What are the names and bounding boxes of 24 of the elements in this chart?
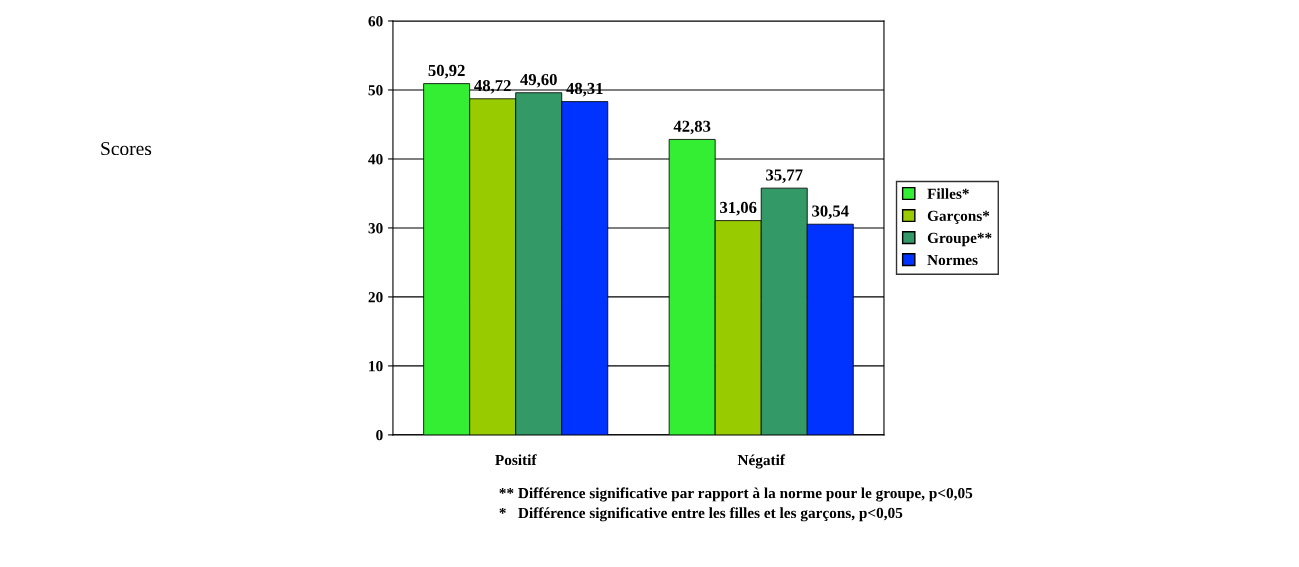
y-tick-label: 50 xyxy=(368,85,383,96)
text: 31,06 xyxy=(720,201,757,216)
legend-label: Normes xyxy=(927,254,978,266)
y-tick-label: 40 xyxy=(368,154,383,165)
y-tick-label: 20 xyxy=(368,292,383,303)
text: * Différence significative entre les filles et les garçons, p<0,05 xyxy=(499,507,903,522)
y-tick-label: 0 xyxy=(376,430,383,441)
legend-label: Garçons* xyxy=(927,210,990,225)
text: Scores xyxy=(101,142,152,156)
text: ** Différence significative par rapport à la norme pour le groupe, p<0,05 xyxy=(499,487,973,502)
text: 48,72 xyxy=(474,79,511,94)
text: 42,83 xyxy=(673,120,711,135)
text: 50,92 xyxy=(428,64,465,79)
y-tick-label: 10 xyxy=(369,361,383,372)
text: 30,54 xyxy=(812,205,849,220)
x-tick-label: Positif xyxy=(495,454,537,466)
legend-label: Filles* xyxy=(927,188,969,199)
text: 48,31 xyxy=(566,82,603,97)
x-tick-label: Négatif xyxy=(737,454,786,469)
y-tick-label: 30 xyxy=(368,223,383,234)
legend-label: Groupe** xyxy=(927,232,992,247)
text: 49,60 xyxy=(520,73,557,88)
y-tick-label: 60 xyxy=(368,16,383,27)
text: 35,77 xyxy=(766,169,803,183)
